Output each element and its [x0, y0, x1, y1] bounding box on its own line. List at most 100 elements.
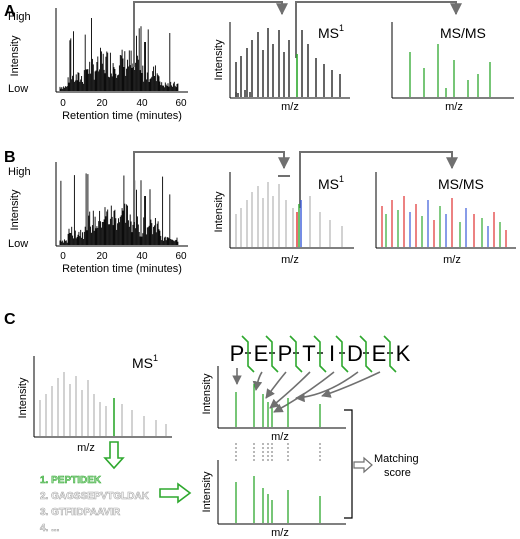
panel-a-ms1-spectrum: Intensity MS1 m/z [213, 22, 350, 113]
panel-a-ms1-to-msms-arrow [295, 1, 462, 58]
panel-c-ms1-x-label: m/z [77, 442, 95, 454]
panel-c-ms1-title-text: MS [132, 355, 153, 371]
panel-a-chromatogram-peaks [59, 18, 179, 91]
panel-c-right-arrow [159, 482, 192, 504]
panel-b-letter: B [4, 149, 16, 166]
panel-a-x-tick-40: 40 [136, 98, 148, 109]
panel-a-y-label: Intensity [9, 35, 21, 76]
panel-b-ms1-title-sup: 1 [339, 174, 344, 184]
fragment-brackets [241, 335, 397, 373]
panel-b: B High Low Intensity 0 20 40 60 Retentio… [4, 149, 516, 275]
panel-c-theoretical-spectrum: Intensity m/z [201, 460, 346, 539]
matching-bracket [344, 409, 353, 519]
panel-b-msms-spectrum: MS/MS m/z [375, 172, 516, 266]
residue-7: E [372, 341, 387, 366]
panel-a-ms1-title-sup: 1 [339, 23, 344, 33]
panel-a-letter: A [4, 3, 16, 20]
panel-c-theoretical-x-label: m/z [271, 527, 289, 539]
fragment-bracket-1 [241, 335, 255, 373]
fragment-pointer-arrows [232, 368, 381, 413]
panel-b-x-tick-60: 60 [175, 251, 187, 262]
panel-b-msms-x-label: m/z [443, 254, 461, 266]
panel-c-experimental-y-label: Intensity [201, 373, 213, 414]
panel-b-ms1-x-label: m/z [281, 254, 299, 266]
fragment-bracket-4 [313, 335, 327, 373]
pointer-arrow-7 [321, 371, 381, 398]
residue-3: P [278, 341, 293, 366]
panel-a-msms-x-label: m/z [445, 101, 463, 113]
panel-b-ms1-to-msms-arrow [299, 151, 458, 208]
panel-a: A High Low Intensity 0 20 40 60 Retentio… [4, 1, 514, 122]
panel-c-theoretical-y-label: Intensity [201, 471, 213, 512]
matching-arrow [353, 456, 373, 474]
residue-2: E [254, 341, 269, 366]
panel-a-ms1-peaks [235, 28, 341, 97]
panel-c-experimental-x-label: m/z [271, 431, 289, 443]
panel-a-ms1-title: MS1 [318, 23, 344, 41]
panel-c-experimental-spectrum: Intensity m/z [201, 366, 346, 443]
panel-a-x-ticks: 0 20 40 60 [60, 98, 187, 109]
fragment-bracket-5 [335, 335, 349, 373]
panel-a-ms1-title-text: MS [318, 25, 339, 41]
panel-c-theoretical-peaks [235, 476, 321, 523]
panel-c-ms1-title-sup: 1 [153, 353, 158, 363]
panel-b-chromatogram-peaks [59, 173, 179, 245]
panel-c-candidate-list: 1. PEPTIDEK 2. GAGSSEPVTGLDAK 3. GTFIIDP… [40, 475, 150, 535]
residue-4: T [302, 341, 315, 366]
panel-b-x-tick-40: 40 [136, 251, 148, 262]
panel-b-y-low: Low [8, 238, 28, 250]
candidate-1: 1. PEPTIDEK [40, 475, 102, 486]
panel-a-msms-peaks [409, 44, 491, 97]
candidate-2: 2. GAGSSEPVTGLDAK [40, 491, 150, 502]
panel-a-ms1-x-label: m/z [281, 101, 299, 113]
panel-a-chrom-to-ms1-arrow [133, 1, 288, 67]
fragment-bracket-2 [265, 335, 279, 373]
pointer-arrow-3 [265, 371, 287, 399]
residue-5: I [329, 341, 335, 366]
panel-a-chromatogram: High Low Intensity 0 20 40 60 Retention … [8, 8, 188, 122]
panel-c-ms1-y-label: Intensity [17, 377, 29, 418]
panel-b-y-label: Intensity [9, 189, 21, 230]
fragment-bracket-6 [359, 335, 373, 373]
residue-1: P [230, 341, 245, 366]
panel-b-chromatogram: High Low Intensity 0 20 40 60 Retention … [8, 162, 188, 275]
panel-a-ms1-y-label: Intensity [213, 39, 225, 80]
panel-c-ms1-peaks [39, 372, 167, 436]
panel-a-x-tick-0: 0 [60, 98, 66, 109]
panel-b-ms1-title: MS1 [318, 174, 344, 192]
panel-b-ms1-y-label: Intensity [213, 191, 225, 232]
fragment-bracket-7 [383, 335, 397, 373]
panel-a-x-tick-60: 60 [175, 98, 187, 109]
pointer-arrow-2 [252, 371, 263, 391]
panel-a-x-label: Retention time (minutes) [62, 110, 182, 122]
residue-6: D [347, 341, 363, 366]
panel-b-x-label: Retention time (minutes) [62, 263, 182, 275]
panel-c-experimental-peaks [235, 384, 321, 427]
panel-c-ms1-title: MS1 [132, 353, 158, 371]
panel-b-y-high: High [8, 166, 31, 178]
matching-score-line1: Matching [374, 453, 419, 465]
panel-a-x-tick-20: 20 [96, 98, 108, 109]
panel-c-down-arrow [103, 441, 125, 470]
panel-a-msms-title: MS/MS [440, 25, 486, 41]
candidate-3: 3. GTFIIDPAAVIR [40, 507, 121, 518]
panel-c-letter: C [4, 311, 16, 328]
panel-b-chrom-to-ms1-arrow [133, 151, 290, 222]
residue-8: K [396, 341, 411, 366]
panel-a-msms-spectrum: MS/MS m/z [391, 22, 514, 113]
panel-b-msms-peaks [381, 196, 507, 247]
panel-c: C Intensity MS1 m/z 1. PEPTIDEK 2. GAGSS… [4, 311, 419, 539]
panel-b-x-tick-20: 20 [96, 251, 108, 262]
panel-b-ms1-spectrum: Intensity MS1 m/z [213, 172, 354, 266]
panel-a-y-high: High [8, 11, 31, 23]
peak-alignment-lines [235, 443, 321, 462]
panel-b-ms1-peaks [235, 182, 343, 247]
candidate-4: 4. ... [40, 523, 60, 534]
fragment-bracket-3 [289, 335, 303, 373]
panel-b-msms-title: MS/MS [438, 176, 484, 192]
panel-a-y-low: Low [8, 83, 28, 95]
panel-b-x-tick-0: 0 [60, 251, 66, 262]
panel-b-ms1-title-text: MS [318, 176, 339, 192]
matching-score-line2: score [384, 467, 411, 479]
